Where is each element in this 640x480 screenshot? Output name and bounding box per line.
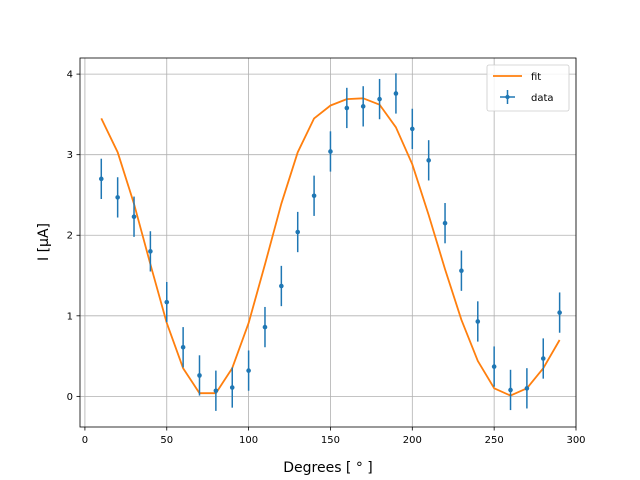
x-tick-label: 200 <box>403 435 422 446</box>
y-tick-label: 4 <box>67 70 73 81</box>
data-series <box>98 73 562 411</box>
y-tick-label: 1 <box>67 311 73 322</box>
x-axis-label: Degrees [ ° ] <box>283 460 373 476</box>
data-point <box>246 368 251 373</box>
ticks: 0 50 100 150 200 250 300 0 1 2 3 4 <box>67 70 586 446</box>
data-point <box>115 195 120 200</box>
y-tick-label: 3 <box>67 150 73 161</box>
x-tick-label: 50 <box>160 435 173 446</box>
data-point <box>557 310 562 315</box>
x-tick-label: 150 <box>321 435 340 446</box>
data-point <box>262 324 268 330</box>
data-point <box>377 96 382 102</box>
data-point <box>459 268 464 273</box>
data-point <box>491 364 497 369</box>
fit-series <box>100 97 561 397</box>
data-point <box>311 193 317 199</box>
legend-frame <box>486 64 570 112</box>
data-point <box>148 249 153 254</box>
data-point <box>344 105 350 111</box>
x-tick-label: 250 <box>485 435 504 446</box>
data-point <box>131 214 137 220</box>
data-point <box>540 356 546 361</box>
plot-background <box>80 58 576 427</box>
legend-data-label: data <box>531 93 554 104</box>
legend-fit-label: fit <box>531 72 541 83</box>
data-point <box>279 283 284 289</box>
data-point <box>328 149 333 154</box>
data-point <box>213 388 219 394</box>
data-point <box>426 158 431 163</box>
y-axis-label: I [μA] <box>36 223 52 261</box>
y-tick-label: 2 <box>67 231 73 242</box>
x-tick-label: 0 <box>82 435 88 446</box>
data-point <box>180 344 186 350</box>
y-tick-label: 0 <box>67 392 73 403</box>
data-point <box>524 386 530 391</box>
data-point <box>197 373 202 378</box>
legend: fit data <box>486 64 570 112</box>
data-point <box>475 319 481 324</box>
data-point <box>295 229 301 235</box>
data-point <box>410 126 415 132</box>
fit-line <box>100 97 561 397</box>
data-point <box>98 176 104 182</box>
data-point <box>229 385 235 390</box>
data-point <box>442 220 448 226</box>
legend-data-swatch-marker <box>505 94 510 100</box>
x-tick-label: 300 <box>566 435 585 446</box>
data-point <box>360 104 366 109</box>
plot-frame <box>79 57 577 428</box>
data-point <box>508 387 513 393</box>
data-point <box>393 91 399 96</box>
x-tick-label: 100 <box>239 435 258 446</box>
grid <box>80 58 577 427</box>
data-point <box>164 299 170 305</box>
